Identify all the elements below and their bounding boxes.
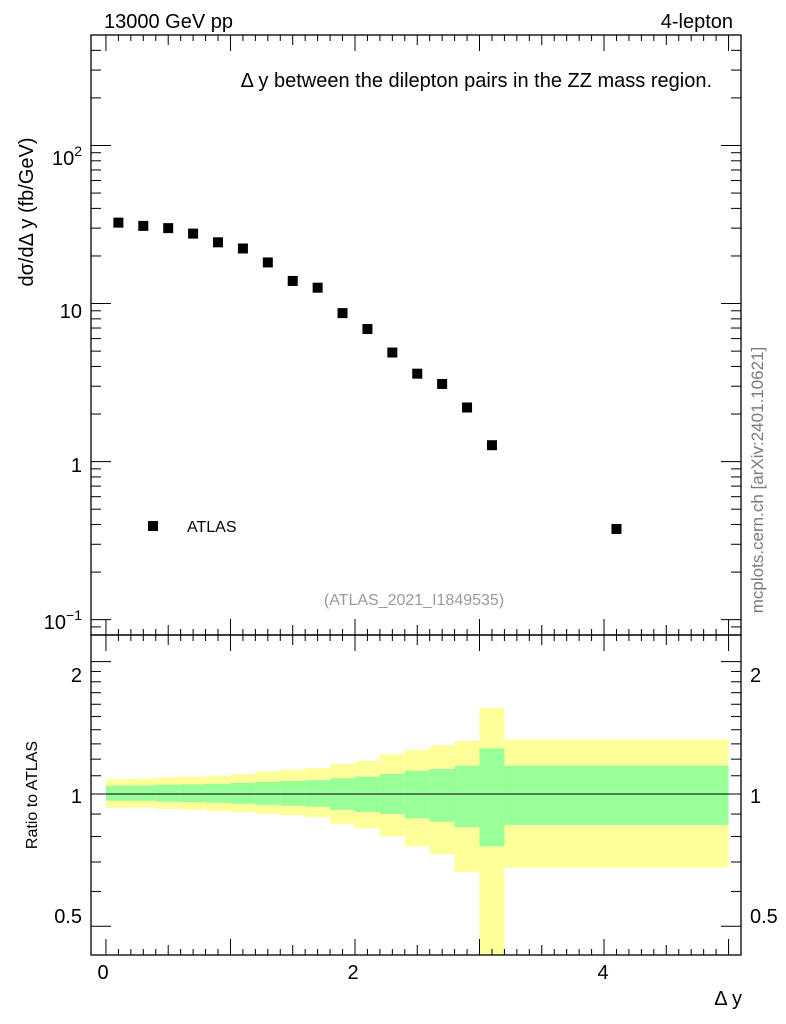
ratio-outer-band: [105, 707, 729, 955]
inner-band-bin: [230, 782, 256, 804]
data-point: [437, 378, 448, 389]
inner-band-bin: [429, 768, 455, 822]
inner-band-bin: [404, 770, 430, 819]
data-point: [462, 402, 473, 413]
data-point: [312, 282, 323, 293]
ratio-y-tick-label-2-left: 2: [71, 665, 82, 687]
header-right: 4-lepton: [661, 11, 733, 33]
data-point: [337, 308, 348, 319]
main-plot-frame: [90, 34, 742, 636]
ratio-y-tick-label-1-left: 1: [71, 786, 82, 808]
data-point: [387, 347, 398, 358]
atlas-data-points: [113, 217, 622, 534]
main-y-ticks: [91, 34, 741, 636]
data-point: [412, 368, 423, 379]
legend-marker-atlas: [148, 521, 158, 531]
ratio-y-tick-label-0.5-left: 0.5: [54, 906, 82, 928]
y-tick-label-0.1: 10−1: [44, 607, 82, 634]
y-tick-label-100: 102: [52, 143, 82, 170]
data-point: [213, 237, 224, 248]
y-tick-label-10: 10: [60, 301, 82, 323]
x-axis-label: Δ y: [714, 988, 742, 1010]
side-source-label: mcplots.cern.ch [arXiv:2401.10621]: [748, 347, 767, 613]
inner-band-bin: [454, 765, 480, 828]
ratio-y-axis-label: Ratio to ATLAS: [24, 741, 41, 849]
x-tick-label-0: 0: [97, 962, 108, 984]
inner-band-bin: [105, 785, 131, 801]
ratio-x-ticks: [105, 635, 730, 955]
inner-band-bin: [479, 748, 505, 847]
main-y-axis-label: dσ/dΔ y (fb/GeV): [16, 137, 38, 286]
ratio-plot-frame: [90, 634, 742, 956]
inner-band-bin: [255, 781, 281, 805]
data-point: [362, 324, 373, 335]
chart-title: Δ y between the dilepton pairs in the ZZ…: [241, 70, 712, 92]
ratio-y-ticks: [91, 661, 741, 927]
inner-band-bin: [155, 784, 181, 802]
data-point: [287, 275, 298, 286]
ratio-inner-band: [105, 748, 729, 847]
data-point: [113, 217, 124, 228]
legend-label-atlas: ATLAS: [187, 519, 237, 536]
x-tick-label-4: 4: [597, 962, 608, 984]
data-point: [486, 440, 497, 451]
data-point: [237, 243, 248, 254]
ratio-y-tick-label-0.5-right: 0.5: [750, 906, 778, 928]
data-point: [262, 257, 273, 268]
data-point: [611, 523, 622, 534]
data-point: [163, 223, 174, 234]
ratio-y-tick-label-2-right: 2: [750, 665, 761, 687]
ratio-y-tick-label-1-right: 1: [750, 786, 761, 808]
main-x-ticks: [105, 35, 730, 635]
inner-band-bin: [205, 783, 231, 803]
analysis-watermark: (ATLAS_2021_I1849535): [324, 592, 504, 609]
data-point: [188, 228, 199, 239]
inner-band-bin: [130, 785, 156, 801]
x-tick-label-2: 2: [347, 962, 358, 984]
inner-band-bin: [280, 781, 306, 806]
data-point: [138, 220, 149, 231]
header-left: 13000 GeV pp: [104, 11, 233, 33]
inner-band-bin: [180, 784, 206, 803]
inner-band-bin: [504, 765, 729, 825]
y-tick-label-1: 1: [71, 455, 82, 477]
